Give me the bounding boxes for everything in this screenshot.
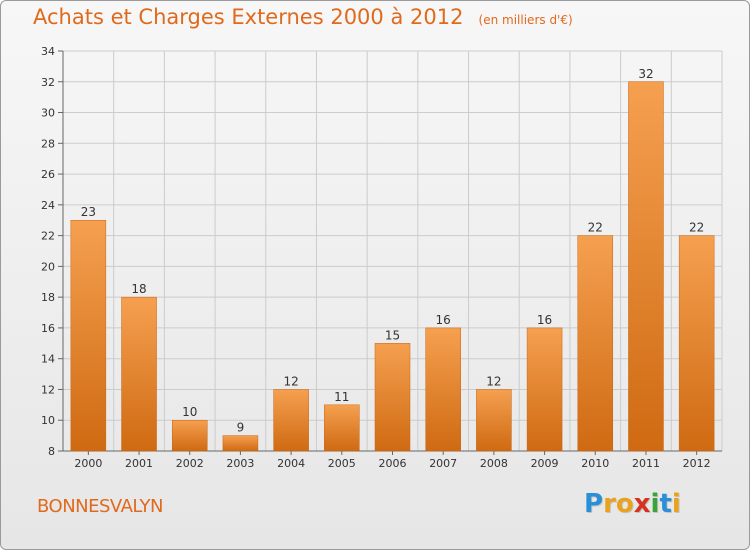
x-tick-label: 2008 bbox=[480, 457, 508, 470]
x-tick-label: 2005 bbox=[328, 457, 356, 470]
brand-letter: o bbox=[615, 489, 634, 519]
bar bbox=[476, 389, 512, 452]
data-label: 16 bbox=[436, 313, 451, 327]
bar bbox=[425, 327, 461, 452]
commune-name: BONNESVALYN bbox=[37, 496, 164, 517]
x-tick-label: 2003 bbox=[226, 457, 254, 470]
data-label: 12 bbox=[486, 374, 501, 388]
brand-letter: i bbox=[650, 489, 660, 519]
data-label: 32 bbox=[638, 67, 653, 81]
y-tick-label: 22 bbox=[41, 230, 55, 243]
bar bbox=[577, 235, 614, 452]
bar bbox=[70, 219, 107, 452]
x-tick-label: 2009 bbox=[531, 457, 559, 470]
y-tick-label: 18 bbox=[41, 291, 55, 304]
brand-letter: i bbox=[671, 489, 681, 519]
x-tick-label: 2012 bbox=[683, 457, 711, 470]
y-tick-label: 8 bbox=[48, 445, 55, 458]
bar bbox=[222, 435, 259, 452]
title-block: Achats et Charges Externes 2000 à 2012 (… bbox=[33, 5, 573, 29]
data-label: 10 bbox=[182, 405, 197, 419]
bars bbox=[70, 81, 715, 452]
brand-letter: t bbox=[659, 489, 672, 519]
chart-unit: (en milliers d'€) bbox=[478, 13, 573, 27]
y-tick-label: 20 bbox=[41, 260, 55, 273]
x-tick-label: 2010 bbox=[581, 457, 609, 470]
bar bbox=[678, 235, 715, 452]
data-label: 15 bbox=[385, 328, 400, 342]
y-tick-label: 14 bbox=[41, 353, 55, 366]
brand-logo: Proxiti bbox=[584, 489, 681, 519]
chart-title: Achats et Charges Externes 2000 à 2012 bbox=[33, 5, 464, 29]
y-tick-label: 30 bbox=[41, 107, 55, 120]
y-tick-label: 32 bbox=[41, 76, 55, 89]
brand-letter: x bbox=[633, 489, 651, 519]
y-tick-label: 26 bbox=[41, 168, 55, 181]
bar bbox=[324, 404, 360, 452]
bar bbox=[526, 327, 563, 452]
data-label: 22 bbox=[689, 221, 704, 235]
x-tick-label: 2011 bbox=[632, 457, 660, 470]
x-tick-label: 2007 bbox=[429, 457, 457, 470]
y-tick-label: 10 bbox=[41, 414, 55, 427]
y-tick-label: 28 bbox=[41, 137, 55, 150]
bar bbox=[628, 81, 664, 452]
y-tick-label: 24 bbox=[41, 199, 55, 212]
data-label: 9 bbox=[237, 421, 245, 435]
data-label: 18 bbox=[131, 282, 146, 296]
data-label: 22 bbox=[588, 221, 603, 235]
brand-letter: r bbox=[603, 489, 616, 519]
labels: 8 10 12 14 16 18 20 22 24 26 28 30 32 34 23 2000 18 2001 1… bbox=[41, 45, 711, 470]
y-tick-label: 16 bbox=[41, 322, 55, 335]
x-tick-label: 2002 bbox=[176, 457, 204, 470]
bar bbox=[171, 419, 208, 452]
data-label: 23 bbox=[81, 205, 96, 219]
bar bbox=[374, 343, 411, 452]
x-tick-label: 2000 bbox=[74, 457, 102, 470]
y-tick-label: 12 bbox=[41, 383, 55, 396]
data-label: 12 bbox=[283, 374, 298, 388]
data-label: 16 bbox=[537, 313, 552, 327]
bar bbox=[121, 296, 157, 452]
x-tick-label: 2006 bbox=[379, 457, 407, 470]
y-tick-label: 34 bbox=[41, 45, 55, 58]
bar bbox=[273, 389, 309, 452]
x-tick-label: 2004 bbox=[277, 457, 305, 470]
data-label: 11 bbox=[334, 390, 349, 404]
x-tick-label: 2001 bbox=[125, 457, 153, 470]
brand-letter: P bbox=[584, 489, 604, 519]
